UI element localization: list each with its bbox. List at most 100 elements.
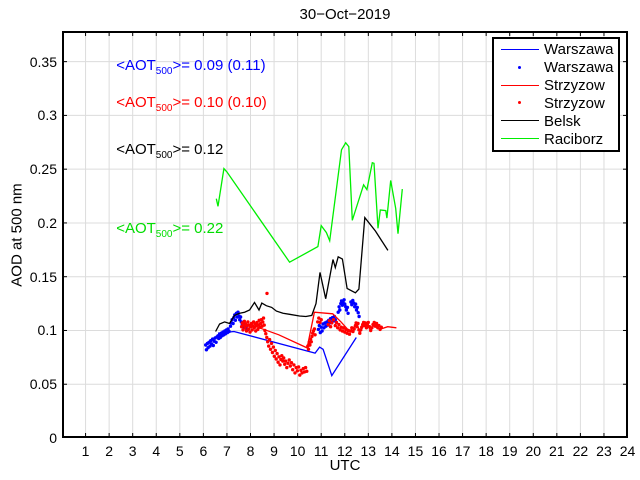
x-tick-label: 14 [384,443,400,459]
data-point [337,322,341,327]
data-point [244,329,249,333]
data-point [268,347,273,351]
data-point [305,369,309,373]
data-point [347,332,352,336]
legend-dot-swatch [518,101,521,105]
x-tick-label: 17 [454,443,471,459]
y-tick-label: 0.15 [29,268,57,285]
data-point [246,327,251,331]
data-point [280,354,284,358]
x-tick-label: 19 [501,443,518,459]
legend-line-sample [501,137,539,141]
data-point [285,365,289,370]
data-point [214,340,218,344]
data-point [306,347,311,351]
x-tick-label: 22 [572,443,589,459]
y-tick-label: 0.05 [29,376,57,393]
data-point [337,305,341,309]
data-point [250,328,254,332]
data-point [282,356,286,360]
data-point [273,348,277,353]
series-raciborz-line [215,141,403,264]
data-point [318,320,322,325]
x-tick-label: 24 [619,443,636,459]
x-tick-label: 20 [525,443,542,459]
series-warszawa-line [217,330,357,378]
data-point [343,302,347,306]
data-point [269,341,274,346]
legend-line-sample [501,119,539,123]
plot-area [62,31,628,438]
data-point [287,358,291,362]
data-point [354,308,359,312]
data-point [366,320,370,325]
annotation-aot-raciborz: <AOT500>= 0.22 [116,220,224,241]
data-point [288,364,292,368]
data-point [326,322,330,327]
legend-label: Raciborz [544,130,604,148]
data-point [241,328,245,332]
legend-label: Warszawa [544,41,614,59]
data-point [313,333,317,337]
data-point [255,320,259,325]
x-tick-label: 12 [336,443,353,459]
x-tick-label: 4 [152,443,161,459]
data-point [261,320,265,324]
data-point [299,368,303,372]
x-tick-label: 9 [270,443,278,459]
legend-line-swatch [501,48,539,50]
data-point [265,335,269,340]
data-point [238,315,243,319]
annotation-aot-strzyzow: <AOT500>= 0.10 (0.10) [116,93,267,114]
data-point [276,360,280,364]
data-point [338,308,342,312]
data-point [265,291,269,296]
x-tick-label: 16 [431,443,447,459]
x-tick-label: 10 [289,443,306,459]
data-point [226,327,230,331]
legend-line-swatch [501,84,539,86]
data-point [346,311,350,315]
data-point [283,359,288,363]
data-point [310,334,314,339]
x-tick-label: 21 [549,443,565,459]
data-point [327,319,332,323]
legend-item-strzyzow-line: Strzyzow [494,77,618,94]
data-point [353,302,358,306]
data-point [233,318,238,322]
data-point [355,305,359,310]
data-point [344,308,349,312]
data-point [262,323,266,327]
y-tick-label: 0 [49,430,57,446]
data-point [264,332,268,336]
data-point [374,321,379,326]
data-point [252,326,256,330]
data-point [316,327,321,332]
y-tick-label: 0.35 [29,53,57,70]
legend-line-swatch [501,120,539,122]
data-point [267,344,271,348]
annotation-aot-warszawa: <AOT500>= 0.09 (0.11) [116,56,266,77]
data-point [286,361,290,365]
data-point [275,351,279,356]
legend-item-warszawa-dots: Warszawa [494,59,618,76]
data-point [271,345,276,349]
data-point [328,325,333,329]
data-point [298,373,302,377]
data-point [242,319,247,323]
data-point [266,340,270,344]
data-point [272,354,276,358]
data-point [358,331,362,335]
data-point [289,361,294,365]
x-tick-label: 18 [478,443,494,459]
data-point [308,337,313,341]
legend-dot-swatch [518,65,521,69]
data-point [291,368,295,372]
data-point [369,328,373,333]
legend-item-strzyzow-dots: Strzyzow [494,95,618,112]
data-point [295,369,300,373]
x-tick-label: 13 [360,443,377,459]
chart-canvas [62,31,628,438]
data-point [283,362,287,366]
data-point [353,305,357,309]
